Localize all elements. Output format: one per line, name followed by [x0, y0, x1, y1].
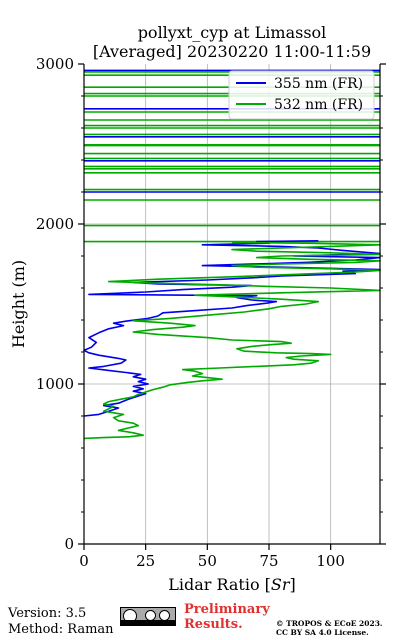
license-text: © TROPOS & ECoE 2023. CC BY SA 4.0 Licen… [276, 619, 383, 637]
x-axis-label-suffix: ] [290, 575, 296, 594]
x-axis-label-unit: Sr [271, 575, 291, 594]
badge-strip [121, 620, 175, 625]
lidar-ratio-chart: pollyxt_cyp at Limassol [Averaged] 20230… [9, 23, 386, 594]
cc-license-badge [120, 607, 176, 626]
series-line-1 [83, 241, 381, 440]
legend: 355 nm (FR) 532 nm (FR) [228, 70, 375, 120]
method-text: Method: Raman [8, 622, 114, 637]
y-tick-label-0: 0 [64, 535, 74, 553]
series-lines [83, 240, 381, 440]
x-tick-label-50: 50 [198, 552, 217, 570]
preliminary-notice: Preliminary Results. [184, 602, 270, 632]
x-tick-label-75: 75 [259, 552, 278, 570]
x-tick-label-100: 100 [316, 552, 345, 570]
y-tick-label-2000: 2000 [36, 215, 74, 233]
y-tick-label-1000: 1000 [36, 375, 74, 393]
license-line1: © TROPOS & ECoE 2023. [276, 619, 383, 628]
legend-label-355: 355 nm (FR) [274, 76, 363, 92]
y-tick-label-3000: 3000 [36, 55, 74, 73]
x-tick-label-25: 25 [136, 552, 155, 570]
footer-info: Version: 3.5 Method: Raman [8, 606, 114, 638]
y-axis-label: Height (m) [9, 260, 28, 348]
preliminary-line2: Results. [184, 617, 243, 632]
legend-label-532: 532 nm (FR) [274, 97, 363, 113]
x-axis-label: Lidar Ratio [Sr] [168, 575, 296, 594]
license-line2: CC BY SA 4.0 License. [276, 628, 369, 637]
chart-title: pollyxt_cyp at Limassol [138, 23, 327, 42]
x-tick-label-0: 0 [79, 552, 89, 570]
version-text: Version: 3.5 [8, 606, 87, 621]
x-axis-label-prefix: Lidar Ratio [ [168, 575, 271, 594]
chart-subtitle: [Averaged] 20230220 11:00-11:59 [93, 42, 371, 61]
preliminary-line1: Preliminary [184, 602, 270, 617]
series-line-0 [83, 240, 381, 417]
